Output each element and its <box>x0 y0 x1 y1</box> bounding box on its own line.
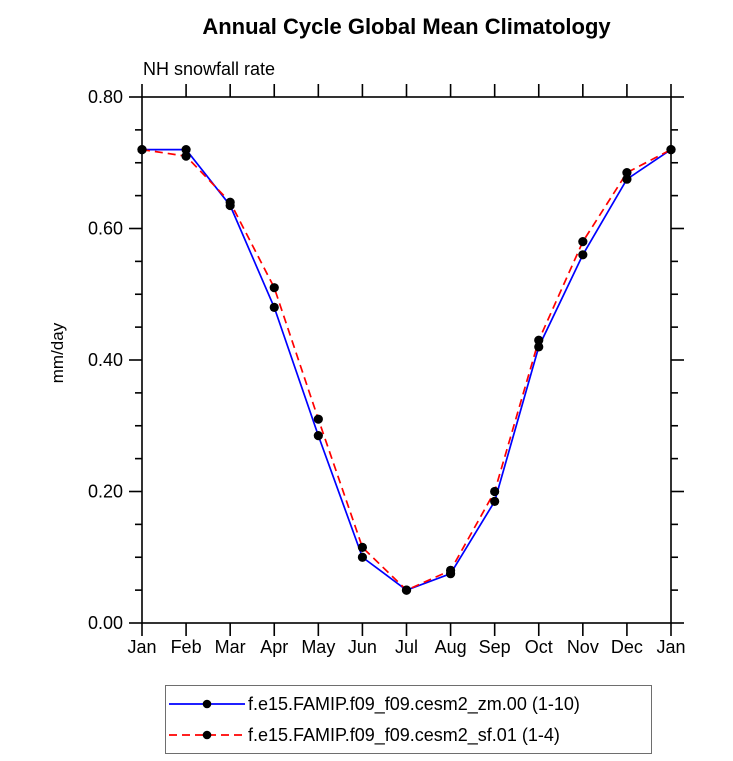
data-point-marker <box>490 496 500 506</box>
x-tick-label: Dec <box>611 637 643 657</box>
data-point-marker <box>666 145 676 155</box>
legend-label-series1: f.e15.FAMIP.f09_f09.cesm2_zm.00 (1-10) <box>248 693 580 714</box>
x-tick-label: Mar <box>215 637 246 657</box>
data-point-marker <box>578 237 588 247</box>
data-point-marker <box>622 174 632 184</box>
data-point-marker <box>269 283 279 293</box>
data-point-marker <box>622 168 632 178</box>
legend-entry-series1: f.e15.FAMIP.f09_f09.cesm2_zm.00 (1-10) <box>169 691 651 717</box>
data-point-marker <box>269 302 279 312</box>
x-tick-label: May <box>301 637 335 657</box>
plot-border <box>141 96 672 624</box>
data-point-marker <box>534 335 544 345</box>
x-tick-label: Jul <box>395 637 418 657</box>
legend-line-dashed-red <box>169 730 245 740</box>
data-point-marker <box>313 414 323 424</box>
y-tick-label: 0.00 <box>88 613 123 633</box>
series-line-1 <box>142 148 672 592</box>
x-tick-label: Jun <box>348 637 377 657</box>
x-tick-label: Apr <box>260 637 288 657</box>
data-point-marker <box>357 552 368 562</box>
data-point-marker <box>357 542 368 552</box>
data-point-marker <box>181 145 191 155</box>
x-tick-label: Jan <box>656 637 685 657</box>
legend-line-solid-blue <box>169 699 245 709</box>
data-point-marker <box>445 565 456 576</box>
legend-box: f.e15.FAMIP.f09_f09.cesm2_zm.00 (1-10) f… <box>165 685 652 754</box>
y-tick-label: 0.40 <box>88 350 123 370</box>
data-point-marker <box>313 431 323 441</box>
x-tick-label: Aug <box>435 637 467 657</box>
x-tick-label: Oct <box>525 637 553 657</box>
x-tick-label: Nov <box>567 637 599 657</box>
data-point-marker <box>578 250 588 260</box>
x-tick-label: Feb <box>171 637 202 657</box>
y-tick-label: 0.60 <box>88 219 123 239</box>
data-point-marker <box>225 197 235 207</box>
chart-title: Annual Cycle Global Mean Climatology <box>202 14 611 39</box>
data-point-marker <box>534 342 544 352</box>
legend-label-series2: f.e15.FAMIP.f09_f09.cesm2_sf.01 (1-4) <box>248 724 560 745</box>
legend-entry-series2: f.e15.FAMIP.f09_f09.cesm2_sf.01 (1-4) <box>169 722 651 748</box>
y-tick-label: 0.80 <box>88 87 123 107</box>
data-point-marker <box>401 585 412 595</box>
data-point-marker <box>137 145 147 155</box>
data-point-marker <box>490 486 500 497</box>
x-tick-label: Sep <box>479 637 511 657</box>
series-line-2 <box>141 148 672 592</box>
data-point-marker <box>181 151 191 161</box>
y-tick-label: 0.20 <box>88 482 123 502</box>
x-tick-label: Jan <box>127 637 156 657</box>
chart-subtitle: NH snowfall rate <box>143 59 276 79</box>
